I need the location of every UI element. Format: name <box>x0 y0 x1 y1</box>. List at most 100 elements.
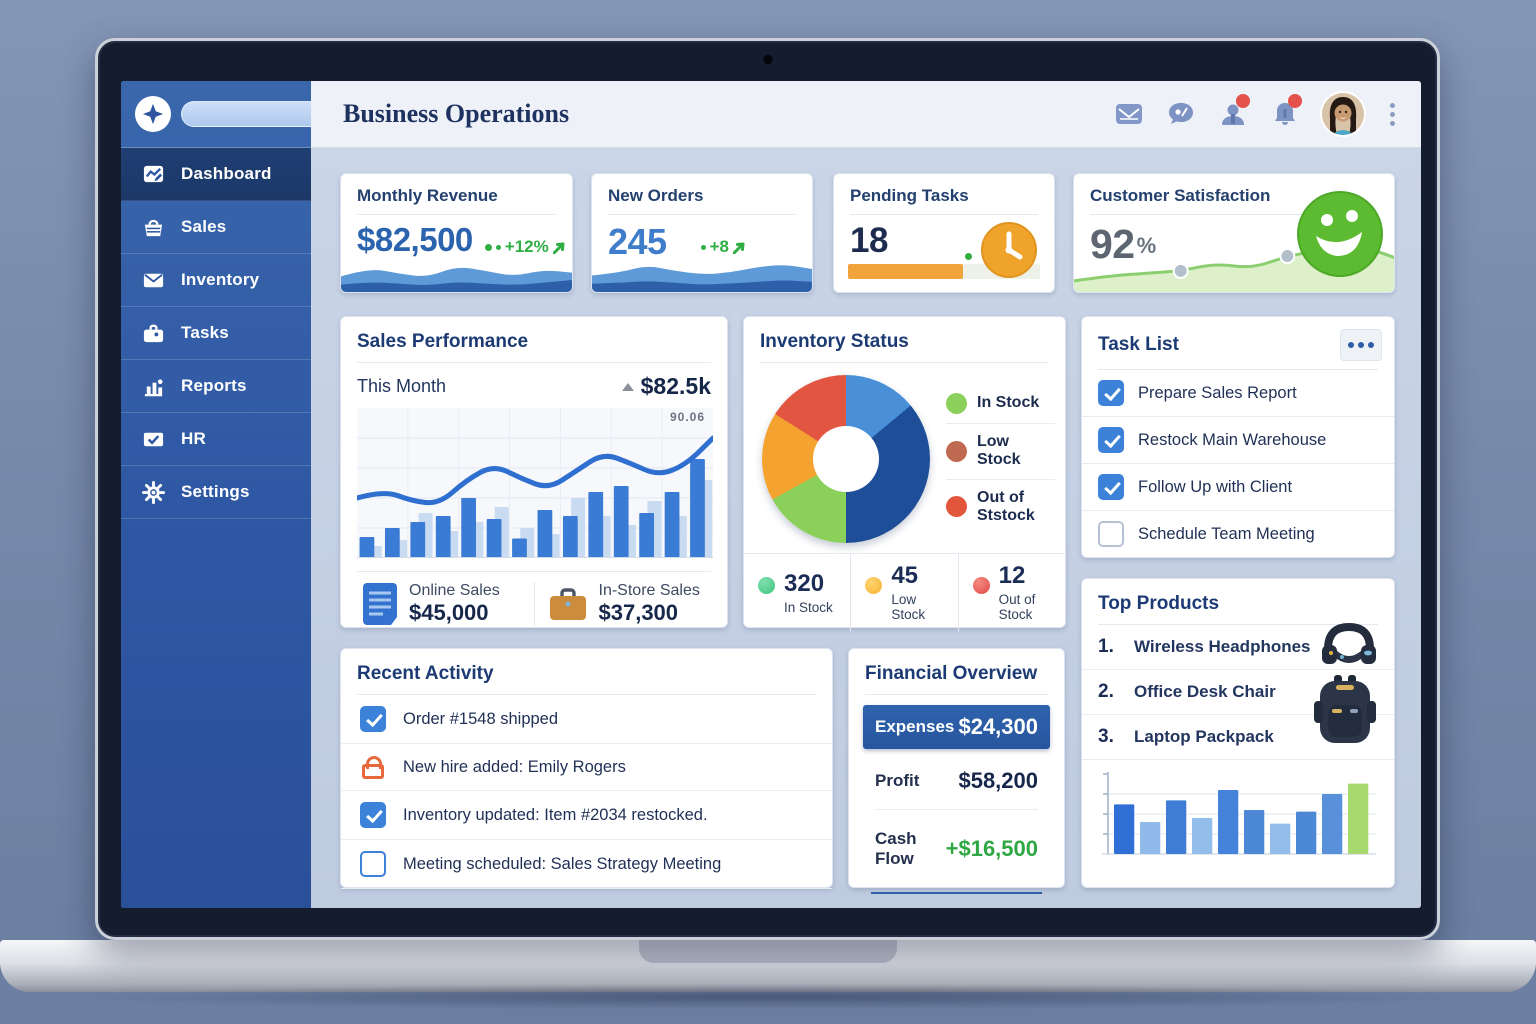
sales-performance-card: Sales Performance This Month $82.5k 90.0… <box>340 316 728 628</box>
kebab-menu-icon[interactable] <box>1386 99 1399 130</box>
financial-row-profit: Profit $58,200 <box>875 768 1038 793</box>
kpi-title: New Orders <box>608 186 704 205</box>
product-row: 2. Office Desk Chair <box>1082 670 1394 715</box>
kpi-card-new-orders: New Orders 245 +8 <box>591 173 813 293</box>
task-checkbox[interactable] <box>1098 380 1124 406</box>
kpi-title: Monthly Revenue <box>357 186 498 205</box>
page-title: Business Operations <box>343 99 570 128</box>
task-checkbox[interactable] <box>1098 521 1124 547</box>
sidebar-item-dashboard[interactable]: Dashboard <box>121 148 311 201</box>
card-title: Top Products <box>1098 593 1220 614</box>
sidebar-item-hr[interactable]: HR <box>121 413 311 466</box>
sidebar-item-label: Dashboard <box>181 164 272 183</box>
sidebar-item-inventory[interactable]: Inventory <box>121 254 311 307</box>
kpi-value: 92 <box>1090 221 1135 267</box>
checked-checkbox-icon[interactable] <box>360 802 386 828</box>
unchecked-checkbox-icon[interactable] <box>360 851 386 877</box>
dashboard-app: Dashboard Sales Inventory <box>121 81 1421 908</box>
user-notification-icon[interactable] <box>1218 94 1250 129</box>
legend-dot <box>946 392 967 414</box>
chart-annotation: 90.06 <box>669 410 705 424</box>
period-label: This Month <box>357 376 447 396</box>
star-logo-icon <box>142 103 164 125</box>
sidebar-item-label: Reports <box>181 376 247 395</box>
activity-row: Order #1548 shipped <box>341 695 832 744</box>
legend-dot <box>946 496 967 518</box>
more-options-button[interactable] <box>1340 329 1382 361</box>
task-row: Schedule Team Meeting <box>1082 511 1394 557</box>
notification-badge <box>1288 94 1302 108</box>
pending-progress-bar <box>848 264 964 279</box>
kpi-title: Pending Tasks <box>850 186 969 205</box>
instore-sales-stat: In-Store Sales $37,300 <box>533 582 720 626</box>
card-title: Sales Performance <box>357 331 529 352</box>
status-dot <box>972 576 990 594</box>
period-value: $82.5k <box>640 373 711 399</box>
inventory-stat: 12 Out of Stock <box>957 554 1065 632</box>
sales-icon <box>141 215 165 239</box>
backpack-image <box>1314 675 1376 752</box>
stat-label: In-Store Sales <box>598 582 700 599</box>
online-sales-icon <box>363 583 397 625</box>
online-sales-stat: Online Sales $45,000 <box>349 582 534 626</box>
inventory-stat: 320 In Stock <box>744 554 850 632</box>
sidebar-item-label: Sales <box>181 217 227 236</box>
chat-icon[interactable] <box>1166 99 1196 129</box>
sidebar-item-reports[interactable]: Reports <box>121 360 311 413</box>
topbar-actions <box>1114 93 1399 135</box>
donut-hole <box>813 426 879 492</box>
kpi-unit: % <box>1136 233 1157 258</box>
sidebar-item-tasks[interactable]: Tasks <box>121 307 311 360</box>
card-title: Inventory Status <box>760 331 909 352</box>
instore-sales-icon <box>549 588 586 620</box>
task-row: Restock Main Warehouse <box>1082 417 1394 464</box>
dot <box>965 253 972 260</box>
divider <box>875 809 1038 810</box>
laptop-notch <box>639 940 897 963</box>
task-checkbox[interactable] <box>1098 474 1124 500</box>
checked-checkbox-icon[interactable] <box>360 706 386 732</box>
topbar: Business Operations <box>311 81 1421 148</box>
orders-wave-chart <box>592 265 812 292</box>
sidebar-item-label: Inventory <box>181 270 260 289</box>
sidebar-item-label: Settings <box>181 482 250 501</box>
inventory-donut-chart <box>762 375 930 543</box>
top-products-chart <box>1102 772 1376 855</box>
sidebar-header <box>121 81 358 148</box>
laptop-shadow <box>60 984 1476 1010</box>
webcam-icon <box>763 55 772 64</box>
stat-value: $37,300 <box>598 600 679 625</box>
inventory-icon <box>141 268 165 292</box>
kpi-card-monthly-revenue: Monthly Revenue $82,500 +12% <box>340 173 573 293</box>
clock-icon <box>980 221 1038 284</box>
stat-value: $45,000 <box>409 600 489 625</box>
settings-icon <box>141 480 165 504</box>
financial-row-expenses: Expenses $24,300 <box>863 705 1050 749</box>
task-checkbox[interactable] <box>1098 427 1124 453</box>
kpi-value: 245 <box>608 221 667 262</box>
avatar[interactable] <box>1322 93 1364 135</box>
sort-up-icon <box>621 382 634 391</box>
app-logo[interactable] <box>135 96 171 132</box>
card-title: Task List <box>1098 334 1179 355</box>
laptop-screen: Dashboard Sales Inventory <box>95 38 1440 940</box>
activity-row: Inventory updated: Item #2034 restocked. <box>341 791 832 840</box>
reports-icon <box>141 374 165 398</box>
financial-row-cashflow: Cash Flow +$16,500 <box>875 829 1038 868</box>
financial-overview-card: Financial Overview Expenses $24,300 Prof… <box>848 648 1065 894</box>
sidebar-nav: Dashboard Sales Inventory <box>121 148 311 519</box>
kpi-value: 18 <box>850 221 888 260</box>
headphones-image <box>1318 622 1380 672</box>
sidebar-item-settings[interactable]: Settings <box>121 466 311 519</box>
dot <box>700 244 706 250</box>
mail-icon[interactable] <box>1114 99 1144 129</box>
product-row: 1. Wireless Headphones <box>1082 622 1394 672</box>
legend-item: Low Stock <box>946 424 1055 480</box>
card-title: Financial Overview <box>865 663 1038 684</box>
sidebar-item-sales[interactable]: Sales <box>121 201 311 254</box>
top-products-card: Top Products 1. Wireless Headphones 2. O… <box>1081 578 1395 888</box>
dot <box>484 243 492 251</box>
legend-item: In Stock <box>946 384 1055 424</box>
bell-notification-icon[interactable] <box>1270 94 1302 129</box>
kpi-delta: +8 <box>700 237 749 257</box>
